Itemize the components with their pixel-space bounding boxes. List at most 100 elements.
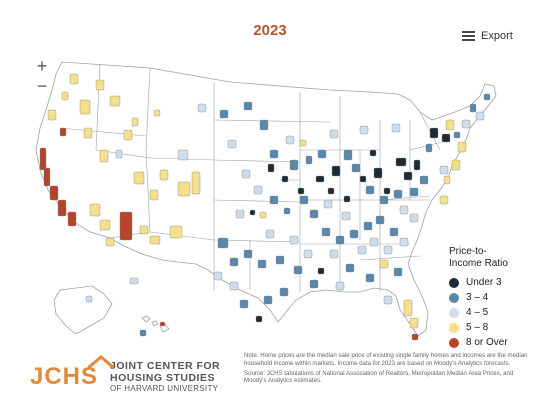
metro-area[interactable] (379, 195, 389, 205)
metro-area[interactable] (403, 171, 413, 181)
metro-area[interactable] (439, 195, 449, 205)
metro-area[interactable] (343, 149, 353, 161)
metro-area[interactable] (331, 165, 341, 177)
metro-area[interactable] (259, 211, 267, 219)
metro-area[interactable] (293, 265, 303, 275)
metro-area[interactable] (243, 101, 253, 111)
metro-area[interactable] (383, 295, 393, 305)
metro-area[interactable] (315, 175, 325, 183)
metro-area[interactable] (43, 167, 51, 187)
metro-area[interactable] (375, 215, 385, 225)
metro-area[interactable] (39, 147, 47, 171)
metro-area[interactable] (177, 181, 191, 197)
metro-area[interactable] (297, 187, 305, 195)
metro-area[interactable] (269, 149, 279, 159)
legend-item[interactable]: 4 – 5 (449, 305, 519, 320)
metro-area[interactable] (389, 227, 399, 237)
metro-area[interactable] (343, 195, 351, 203)
metro-area[interactable] (95, 79, 105, 91)
metro-area[interactable] (115, 149, 123, 159)
metro-area[interactable] (191, 171, 201, 195)
metro-area[interactable] (369, 237, 379, 247)
metro-area[interactable] (159, 169, 169, 181)
metro-area[interactable] (461, 119, 471, 129)
metro-area[interactable] (345, 263, 355, 273)
metro-area[interactable] (99, 219, 111, 231)
zoom-in-button[interactable]: + (36, 56, 48, 76)
metro-area[interactable] (263, 295, 273, 305)
metro-area[interactable] (239, 299, 249, 309)
metro-area[interactable] (359, 125, 369, 135)
metro-area[interactable] (321, 227, 331, 237)
metro-area[interactable] (169, 225, 183, 239)
metro-area[interactable] (99, 149, 109, 163)
metro-area[interactable] (351, 163, 361, 173)
metro-area[interactable] (439, 165, 449, 175)
metro-area[interactable] (49, 185, 59, 201)
metro-area[interactable] (349, 229, 359, 239)
metro-area[interactable] (279, 287, 289, 297)
metro-area[interactable] (383, 187, 391, 195)
metro-area[interactable] (483, 93, 491, 101)
metro-area[interactable] (299, 139, 307, 147)
metro-area[interactable] (281, 175, 289, 183)
metro-area[interactable] (61, 91, 69, 101)
metro-area[interactable] (153, 109, 161, 117)
metro-area[interactable] (443, 175, 451, 185)
metro-area[interactable] (413, 159, 421, 171)
metro-area[interactable] (253, 185, 263, 195)
metro-area[interactable] (83, 127, 93, 139)
metro-area[interactable] (419, 175, 429, 185)
metro-area[interactable] (363, 221, 373, 231)
metro-area[interactable] (365, 185, 375, 195)
metro-area[interactable] (335, 281, 345, 291)
metro-area[interactable] (149, 235, 161, 245)
metro-area[interactable] (369, 149, 377, 157)
metro-area[interactable] (317, 267, 325, 275)
metro-area[interactable] (257, 259, 267, 269)
metro-area[interactable] (429, 127, 439, 139)
metro-area[interactable] (309, 209, 319, 219)
metro-area[interactable] (327, 187, 335, 195)
metro-area[interactable] (393, 267, 403, 277)
metro-area[interactable] (283, 207, 291, 215)
metro-area[interactable] (329, 129, 339, 139)
metro-area[interactable] (129, 277, 139, 285)
metro-area[interactable] (243, 249, 253, 259)
metro-area[interactable] (265, 229, 275, 239)
zoom-out-button[interactable]: − (36, 76, 48, 96)
metro-area[interactable] (85, 295, 93, 303)
metro-area[interactable] (409, 213, 419, 223)
metro-area[interactable] (47, 109, 57, 121)
metro-area[interactable] (89, 203, 101, 217)
metro-area[interactable] (59, 127, 67, 137)
metro-area[interactable] (391, 123, 401, 133)
metro-area[interactable] (365, 273, 375, 283)
metro-area[interactable] (335, 235, 345, 245)
metro-area[interactable] (149, 189, 159, 201)
metro-area[interactable] (303, 249, 313, 259)
metro-area[interactable] (359, 175, 367, 183)
metro-area[interactable] (445, 119, 455, 131)
metro-area[interactable] (227, 139, 237, 149)
metro-area[interactable] (159, 321, 166, 327)
metro-area[interactable] (317, 149, 327, 159)
metro-area[interactable] (395, 157, 407, 167)
metro-area[interactable] (219, 109, 229, 119)
metro-area[interactable] (69, 73, 79, 85)
metro-area[interactable] (329, 249, 339, 259)
metro-area[interactable] (383, 245, 393, 255)
metro-area[interactable] (213, 271, 223, 281)
legend-item[interactable]: Under 3 (449, 275, 519, 290)
metro-area[interactable] (441, 133, 451, 143)
metro-area[interactable] (475, 111, 485, 121)
metro-area[interactable] (235, 209, 245, 219)
metro-area[interactable] (123, 129, 133, 141)
metro-area[interactable] (309, 279, 319, 289)
metro-area[interactable] (229, 257, 239, 267)
metro-area[interactable] (249, 209, 256, 216)
metro-area[interactable] (357, 245, 367, 255)
metro-area[interactable] (403, 299, 413, 317)
metro-area[interactable] (409, 317, 419, 329)
metro-area[interactable] (57, 199, 67, 217)
